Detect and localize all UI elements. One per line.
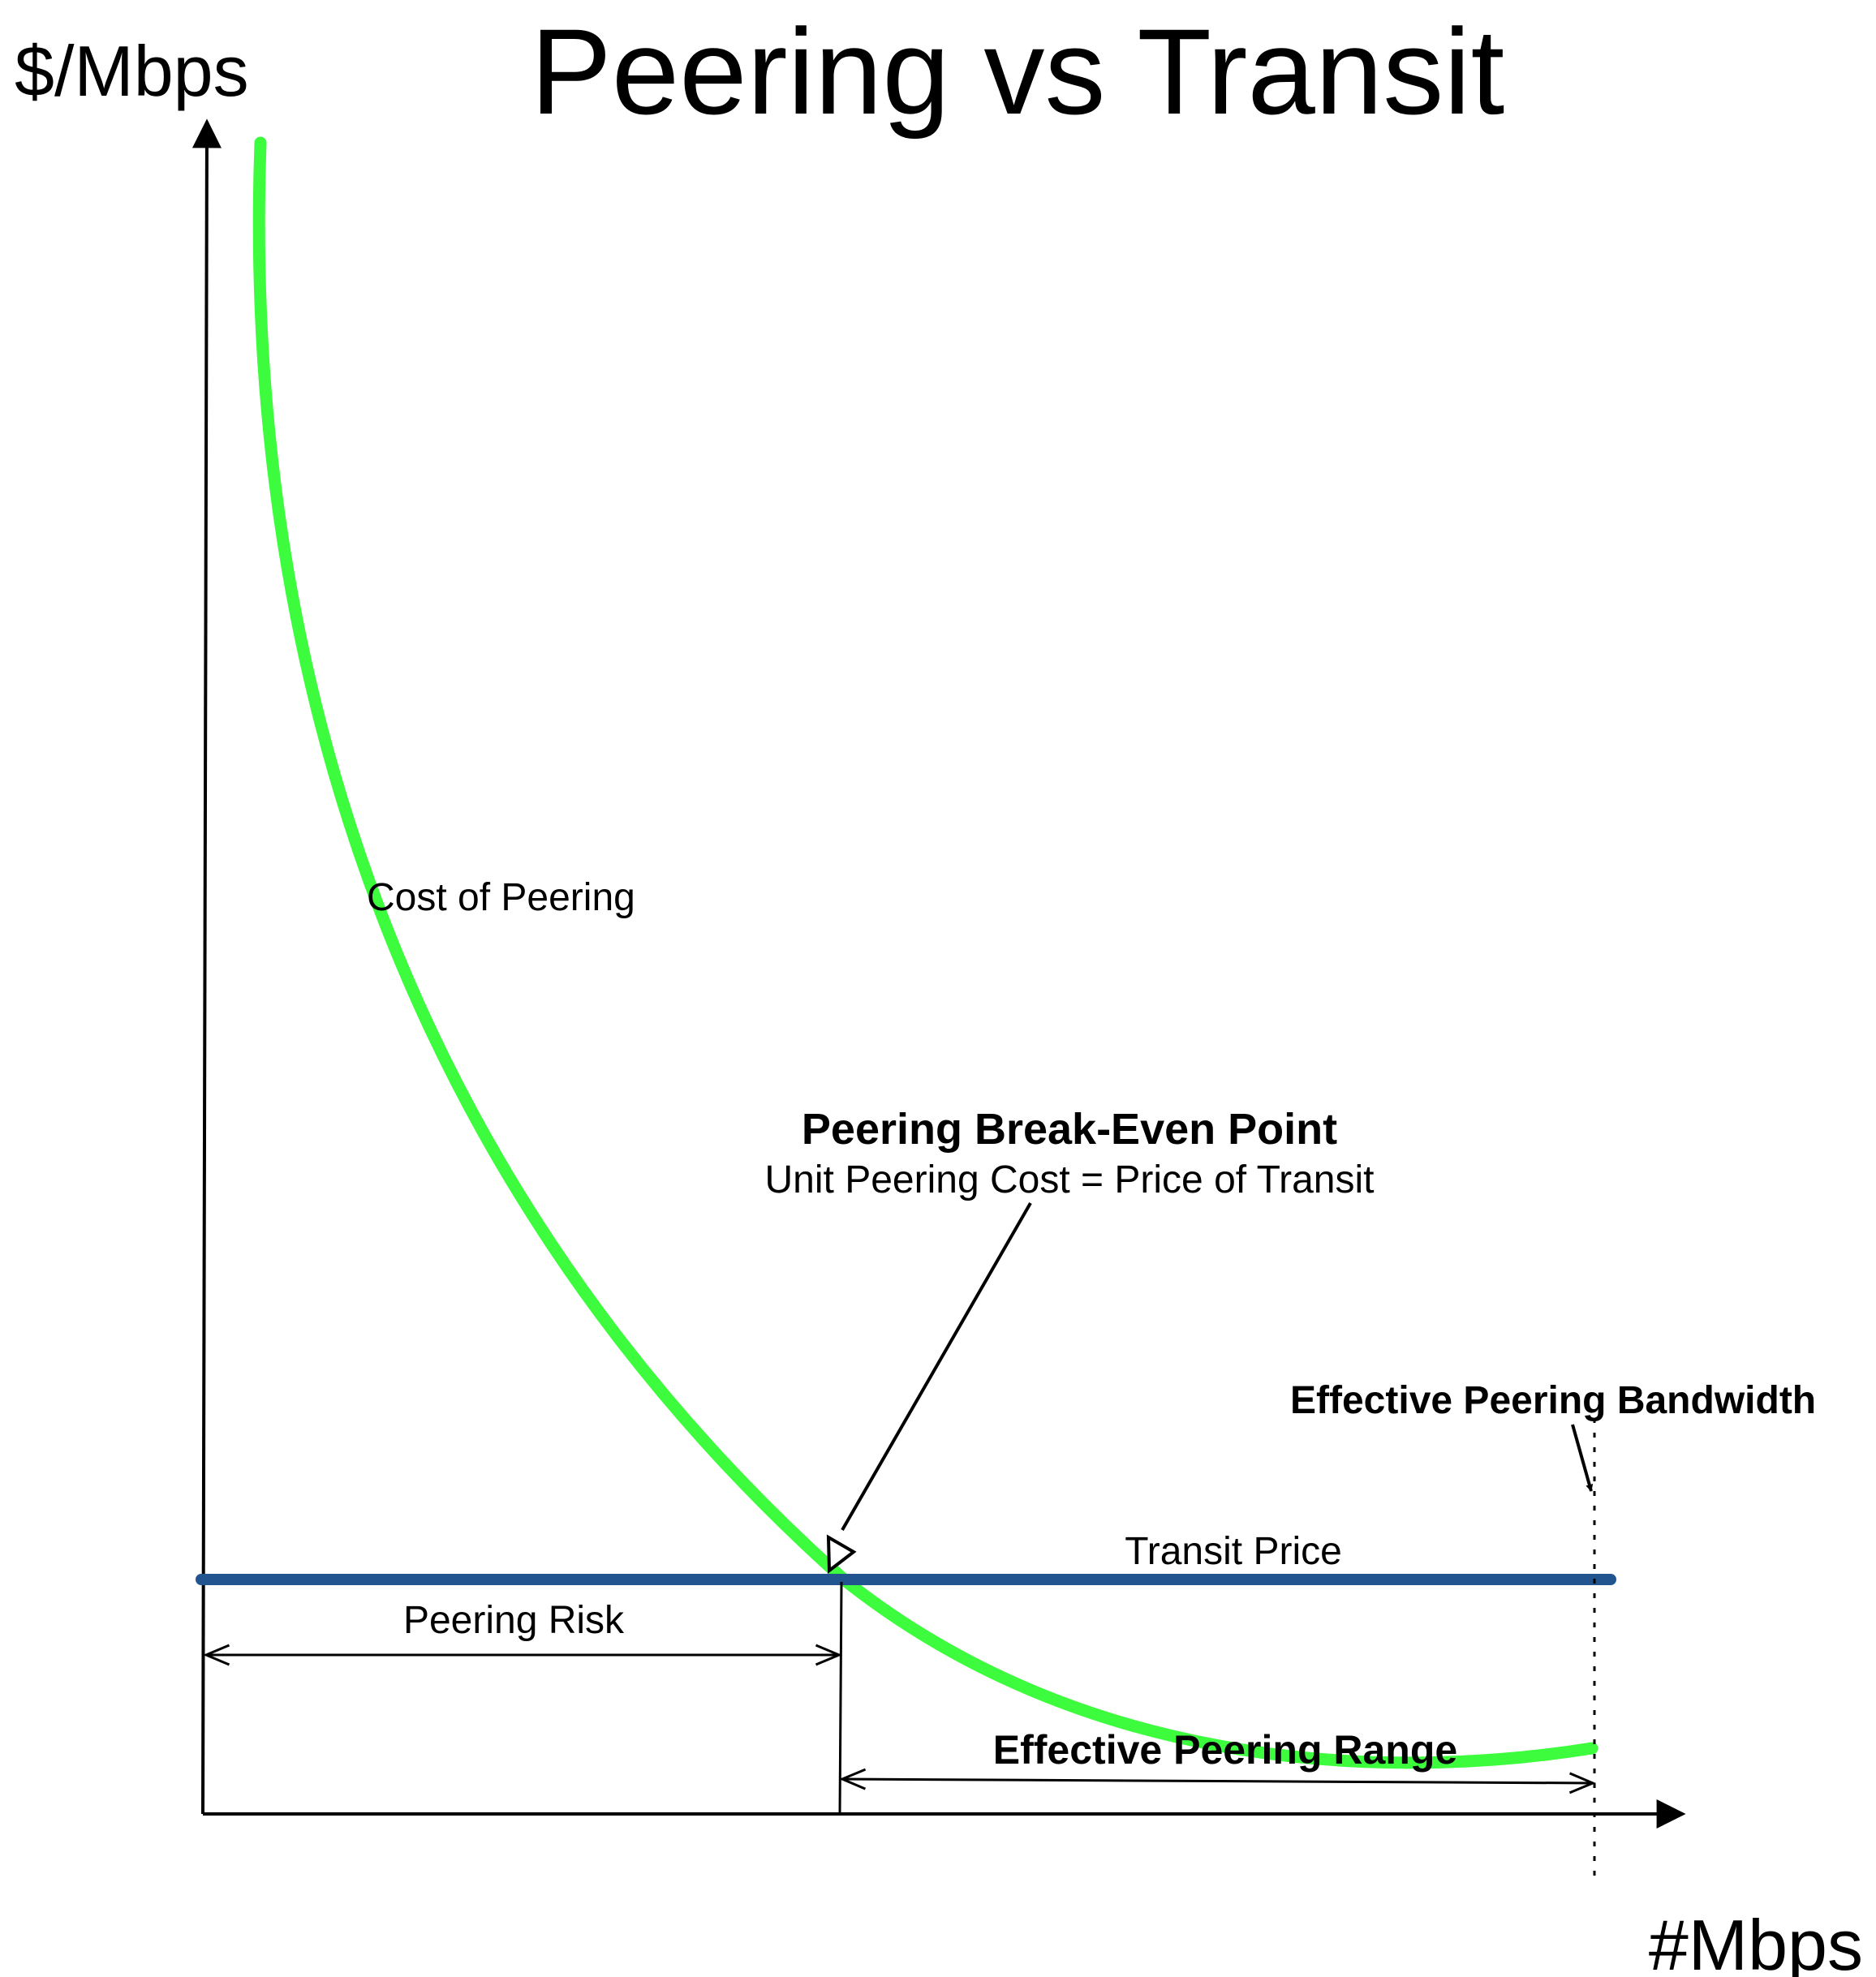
y-axis-label: $/Mbps	[15, 31, 249, 111]
x-axis-label: #Mbps	[1649, 1905, 1863, 1977]
effective-bandwidth-label: Effective Peering Bandwidth	[1290, 1379, 1816, 1422]
transit-price-label: Transit Price	[1125, 1530, 1342, 1573]
break-even-vertical-line	[838, 1581, 843, 1815]
peering-risk-label: Peering Risk	[403, 1599, 625, 1642]
effective-range-label: Effective Peering Range	[993, 1727, 1457, 1773]
break-even-pointer-line	[841, 1202, 1032, 1531]
y-axis	[191, 118, 222, 1815]
break-even-subtitle: Unit Peering Cost = Price of Transit	[765, 1158, 1375, 1201]
effective-bandwidth-pointer	[1571, 1424, 1594, 1492]
peering-cost-label: Cost of Peering	[367, 876, 635, 919]
effective-range-span-arrow	[839, 1768, 1596, 1794]
break-even-pointer-arrowhead	[826, 1534, 857, 1574]
peering-cost-curve	[252, 136, 1598, 1769]
diagram-title: Peering vs Transit	[531, 3, 1505, 140]
break-even-title: Peering Break-Even Point	[802, 1105, 1337, 1154]
